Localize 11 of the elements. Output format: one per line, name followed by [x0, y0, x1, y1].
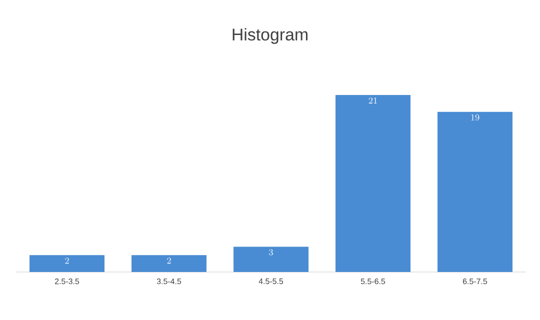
- bar: [234, 246, 309, 272]
- bar: [438, 112, 513, 272]
- bar: [132, 255, 206, 272]
- bar: [336, 95, 411, 272]
- chart-title: Histogram: [232, 28, 308, 44]
- data-label: 19: [471, 114, 480, 121]
- data-label: 3: [269, 249, 273, 256]
- bar: [30, 255, 104, 272]
- data-label: 2: [167, 258, 171, 264]
- data-label: 2: [65, 258, 69, 264]
- data-label: 21: [368, 98, 377, 104]
